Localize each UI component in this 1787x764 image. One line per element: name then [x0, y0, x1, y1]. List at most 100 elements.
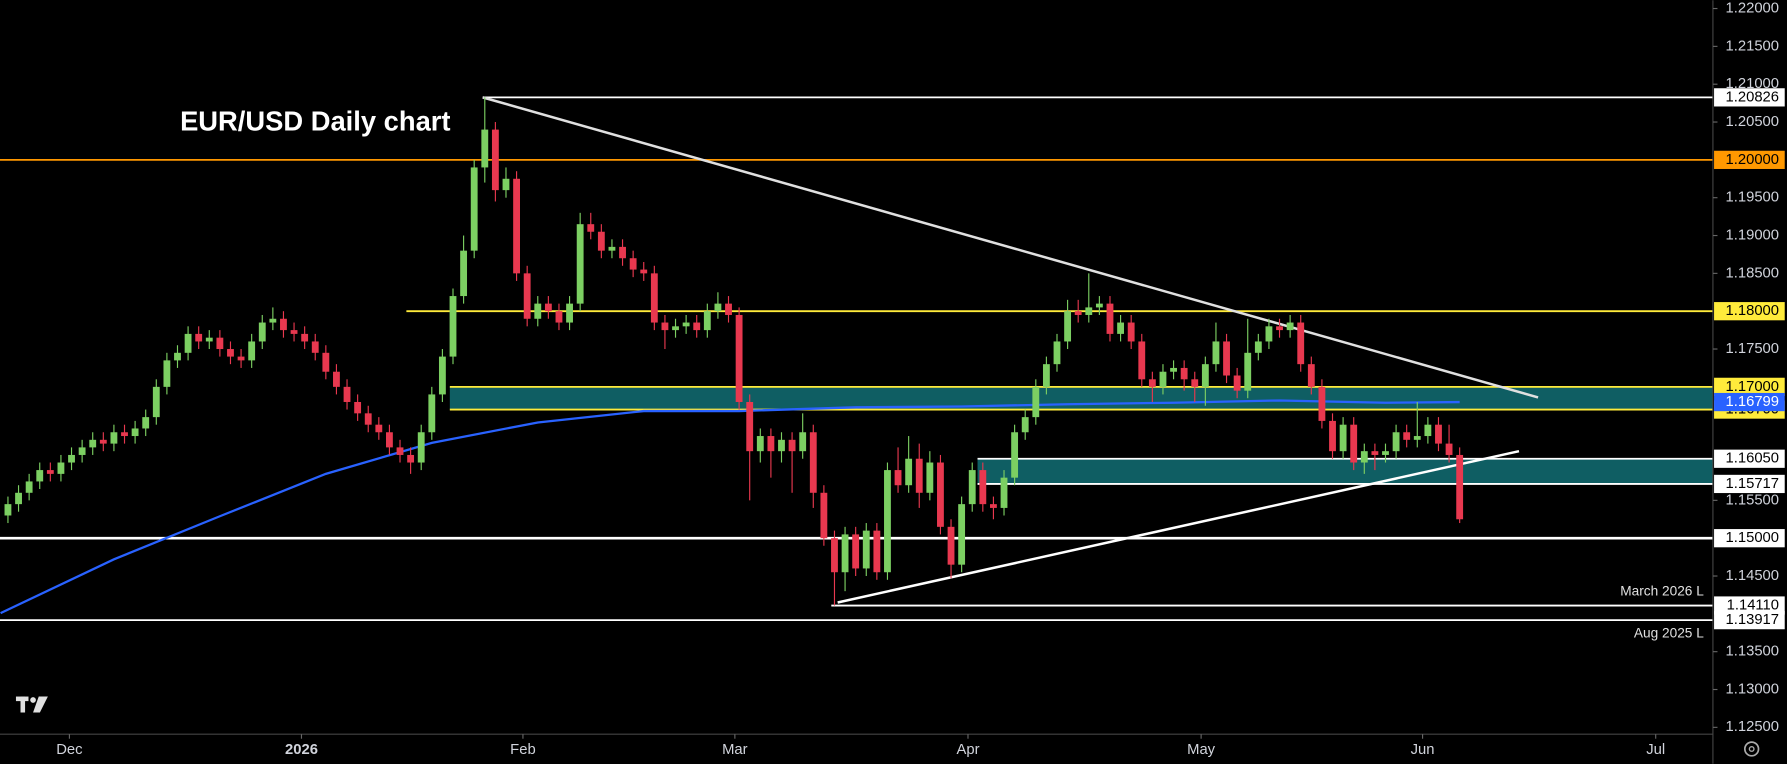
candle-body	[661, 322, 669, 331]
level-label: 1.14110	[1727, 597, 1779, 613]
candle-body	[1148, 379, 1156, 387]
moving-average	[0, 399, 1460, 615]
candle-body	[1170, 367, 1177, 372]
candle-body	[597, 231, 605, 251]
candle-body	[735, 314, 743, 402]
candle-body	[428, 394, 436, 433]
candle-body	[364, 413, 372, 425]
candle-body	[1201, 364, 1209, 387]
y-tick-label: 1.18500	[1726, 265, 1780, 281]
candle-body	[121, 432, 128, 437]
candle-body	[205, 337, 213, 342]
candle-body	[36, 470, 44, 482]
candle-body	[693, 322, 701, 331]
level-label-box	[1714, 150, 1785, 169]
level-label-box	[1714, 596, 1785, 615]
candle-body	[1032, 386, 1040, 418]
candle-body	[831, 538, 838, 573]
candle-body	[725, 303, 732, 315]
level-label: 1.17000	[1726, 379, 1780, 395]
candle-body	[1191, 379, 1199, 387]
candle-body	[1106, 303, 1114, 334]
candle-body	[407, 454, 415, 463]
candle-body	[1064, 311, 1072, 342]
candle-body	[926, 462, 934, 493]
candle-body	[1318, 386, 1326, 421]
candle-body	[682, 322, 690, 327]
candle-body	[1244, 352, 1252, 391]
level-label: 1.18000	[1726, 303, 1780, 319]
x-tick-label: Jul	[1646, 742, 1665, 758]
candle-body	[184, 333, 192, 353]
candle-body	[1403, 432, 1411, 440]
candle-body	[767, 436, 775, 452]
candle-body	[1212, 341, 1220, 365]
settings-icon[interactable]	[1748, 746, 1755, 752]
candle-body	[1276, 326, 1283, 331]
candle-body	[1138, 341, 1146, 380]
candle-body	[301, 333, 309, 342]
settings-button[interactable]	[1743, 741, 1760, 757]
candle-body	[280, 318, 287, 331]
candle-body	[258, 322, 266, 342]
candle-body	[756, 436, 764, 452]
x-tick-label: 2026	[285, 742, 318, 758]
candle-body	[799, 432, 807, 452]
candle-body	[237, 356, 245, 361]
candle-body	[195, 333, 203, 342]
candle-body	[1329, 420, 1336, 452]
candle-body	[1392, 432, 1400, 452]
candle-body	[396, 447, 404, 455]
logo-part	[33, 696, 48, 713]
candle-body	[354, 401, 362, 414]
candle-body	[1042, 364, 1050, 387]
candle-body	[417, 432, 425, 463]
candle-body	[78, 447, 86, 455]
candle-body	[152, 386, 160, 418]
candle-body	[841, 534, 849, 573]
level-label-box	[1714, 302, 1785, 321]
candle-body	[979, 470, 987, 505]
candle-body	[746, 401, 754, 452]
x-tick-label: Dec	[56, 742, 83, 758]
candle-body	[46, 470, 54, 474]
candle-body	[4, 504, 12, 516]
candle-body	[290, 330, 298, 334]
candle-body	[227, 349, 234, 357]
ma-label-box	[1714, 392, 1785, 412]
trendline	[482, 96, 1539, 399]
candle-body	[343, 386, 351, 402]
candle-body	[502, 178, 510, 191]
candle-body	[1254, 341, 1262, 353]
candle-body	[523, 273, 531, 319]
settings-icon[interactable]	[1743, 741, 1760, 757]
candle-body	[1095, 303, 1103, 308]
candle-body	[619, 246, 626, 259]
candle-body	[778, 439, 785, 452]
candle-body	[491, 129, 499, 191]
candle-body	[1413, 436, 1421, 440]
candle-body	[1339, 424, 1347, 452]
candle-body	[1435, 424, 1442, 444]
candle-body	[174, 352, 181, 361]
level-label-box	[1714, 88, 1785, 107]
candle-body	[333, 371, 340, 387]
candle-body	[248, 341, 256, 361]
candle-body	[25, 481, 33, 493]
candle-body	[566, 303, 573, 323]
y-tick-label: 1.20500	[1726, 114, 1780, 130]
candle-body	[311, 341, 319, 353]
candle-body	[862, 530, 870, 569]
candle-body	[322, 352, 330, 372]
candle-body	[68, 454, 75, 463]
candle-body	[1371, 451, 1379, 455]
axes: 1.22000 1.21500 1.21000 1.20500 1.19500 1.190…	[56, 0, 1785, 758]
x-tick-label: Feb	[510, 742, 536, 758]
candle-body	[544, 303, 552, 312]
candle-body	[99, 439, 107, 444]
candle-body	[1382, 451, 1389, 455]
candle-body	[1360, 451, 1368, 463]
candle-body	[1307, 364, 1315, 387]
candle-body	[89, 439, 97, 448]
